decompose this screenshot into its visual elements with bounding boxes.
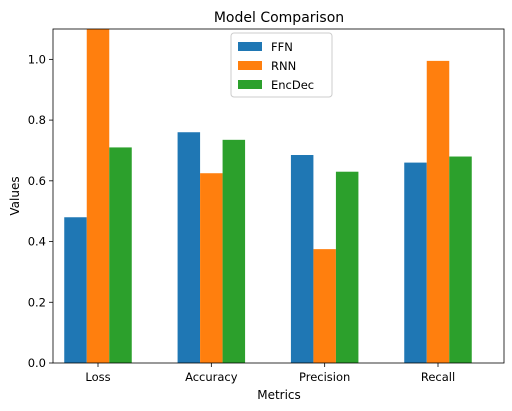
bar-ffn-loss	[64, 217, 87, 363]
bar-rnn-accuracy	[200, 173, 223, 363]
x-axis-label: Metrics	[257, 388, 301, 402]
bar-ffn-accuracy	[177, 132, 201, 363]
bar-encdec-loss	[109, 147, 132, 363]
bar-rnn-precision	[313, 249, 336, 363]
bar-rnn-loss	[86, 29, 110, 363]
plot-frame	[52, 28, 505, 364]
y-tick-label: 0.8	[28, 113, 46, 127]
x-tick-label-precision: Precision	[299, 370, 350, 384]
legend: FFN RNN EncDec	[230, 32, 333, 98]
bar-encdec-recall	[449, 156, 472, 363]
plot-area: Loss Accuracy Precision Recall 0.0 0.2 0.4 0.6 0…	[28, 29, 472, 384]
legend-label-encdec: EncDec	[271, 78, 314, 92]
bar-encdec-accuracy	[222, 139, 246, 363]
y-tick-label: 0.2	[28, 295, 46, 309]
bar-rnn-recall	[426, 60, 450, 364]
y-axis-label: Values	[8, 176, 22, 215]
x-tick-label-loss: Loss	[85, 370, 110, 384]
y-tick-label: 1.0	[28, 52, 46, 66]
x-tick-label-accuracy: Accuracy	[185, 370, 238, 384]
y-tick-label: 0.6	[28, 174, 46, 188]
bar-ffn-recall	[404, 162, 427, 363]
legend-label-rnn: RNN	[271, 59, 296, 73]
x-tick-label-recall: Recall	[421, 370, 455, 384]
bar-ffn-precision	[290, 155, 314, 363]
y-tick-label: 0.0	[28, 356, 46, 370]
y-tick-label: 0.4	[28, 235, 46, 249]
legend-swatch-ffn	[238, 42, 262, 51]
legend-swatch-rnn	[238, 61, 262, 70]
chart-title: Model Comparison	[214, 10, 344, 26]
legend-label-ffn: FFN	[271, 40, 293, 54]
bar-encdec-precision	[335, 171, 359, 363]
legend-swatch-encdec	[238, 80, 262, 89]
